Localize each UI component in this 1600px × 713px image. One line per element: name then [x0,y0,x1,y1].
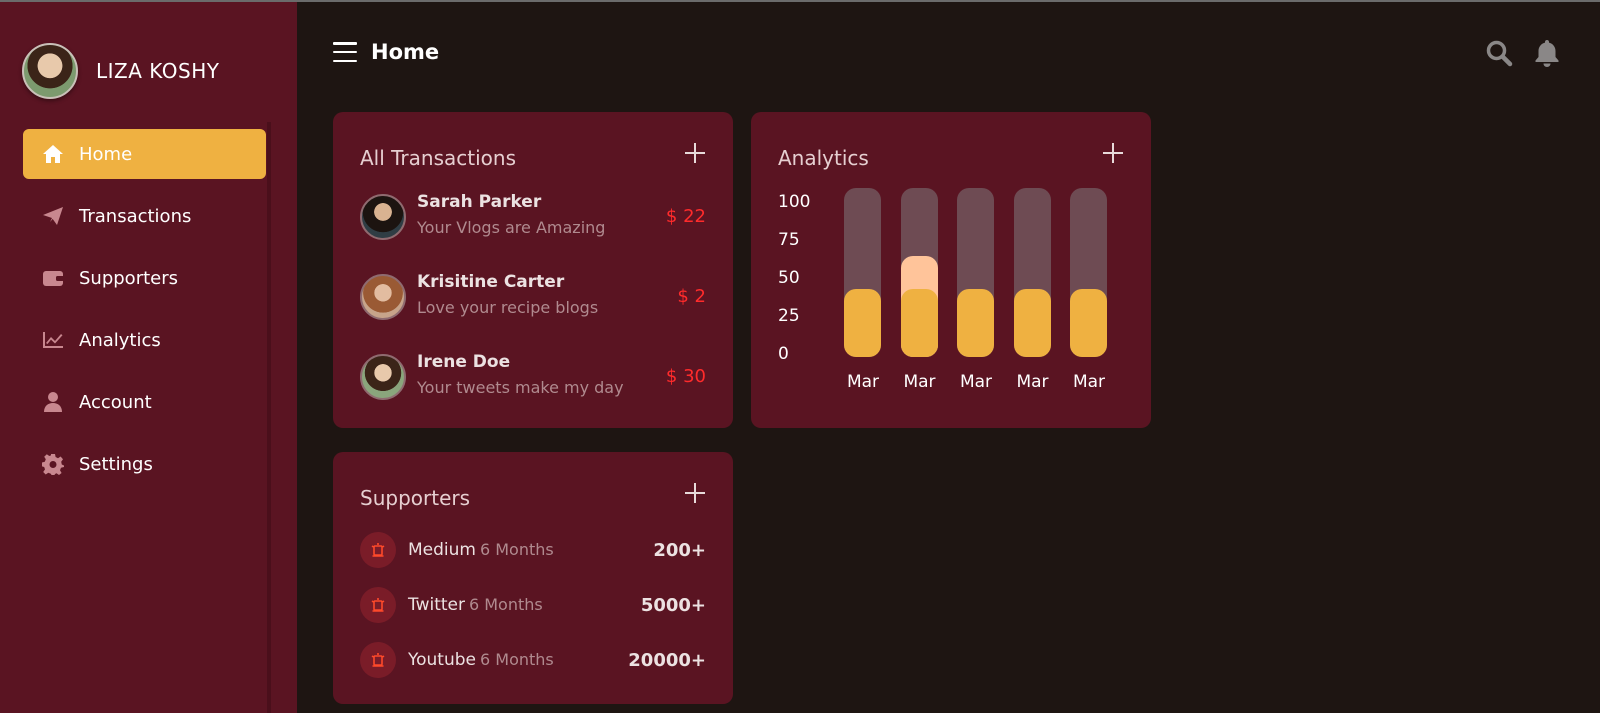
supporter-platform: Twitter 6 Months [408,595,543,615]
supporter-count: 5000+ [640,595,706,616]
transaction-message: Your tweets make my day [417,378,624,397]
sidebar-item-account[interactable]: Account [23,377,266,427]
user-icon [41,390,65,414]
y-tick-label: 0 [778,344,789,364]
sidebar-item-settings[interactable]: Settings [23,439,266,489]
paper-plane-icon [41,204,65,228]
analytics-card: Analytics 100 75 50 25 0 Mar Mar Mar Mar Mar [751,112,1151,428]
y-tick-label: 25 [778,306,800,326]
transaction-message: Your Vlogs are Amazing [417,218,606,237]
sidebar-item-label: Transactions [79,205,192,227]
search-icon[interactable] [1484,38,1514,68]
wallet-icon [41,266,65,290]
sidebar-item-label: Supporters [79,267,179,289]
home-icon [41,142,65,166]
avatar[interactable] [22,43,78,99]
list-item[interactable]: Irene Doe Your tweets make my day $ 30 [360,352,706,402]
x-tick-label: Mar [1016,372,1049,392]
add-supporter-button[interactable] [684,482,706,504]
list-item[interactable]: Youtube 6 Months 20000+ [360,642,706,682]
y-tick-label: 100 [778,192,811,212]
transaction-name: Krisitine Carter [417,272,565,292]
page-header: Home [333,40,439,64]
analytics-title: Analytics [778,146,869,170]
add-transaction-button[interactable] [684,142,706,164]
bar[interactable] [900,289,938,357]
x-tick-label: Mar [959,372,993,392]
y-tick-label: 75 [778,230,800,250]
supporter-count: 200+ [653,540,706,561]
page-title: Home [371,40,440,64]
alarm-icon [360,642,396,678]
transaction-name: Irene Doe [417,352,511,372]
transaction-amount: $ 22 [665,206,706,227]
x-tick-label: Mar [846,372,880,392]
supporter-count: 20000+ [628,650,706,671]
top-border [0,0,1600,2]
sidebar-item-label: Account [79,391,152,413]
transaction-amount: $ 2 [677,286,706,307]
alarm-icon [360,532,396,568]
avatar [360,354,406,400]
transaction-name: Sarah Parker [417,192,542,212]
supporter-platform: Medium 6 Months [408,540,554,560]
menu-icon[interactable] [333,42,357,62]
user-profile[interactable]: LIZA KOSHY [22,43,220,99]
avatar [360,194,406,240]
sidebar-item-label: Home [79,143,133,165]
list-item[interactable]: Medium 6 Months 200+ [360,532,706,572]
x-tick-label: Mar [1072,372,1106,392]
sidebar-nav: Home Transactions Supporters Analytics A… [23,129,266,501]
gear-icon [41,452,65,476]
chart-line-icon [41,328,65,352]
avatar [360,274,406,320]
transaction-amount: $ 30 [665,366,706,387]
sidebar-item-home[interactable]: Home [23,129,266,179]
bar[interactable] [1070,289,1107,357]
supporters-card: Supporters Medium 6 Months 200+ Twitter 6 … [333,452,733,704]
transactions-title: All Transactions [360,146,516,170]
bell-icon[interactable] [1532,38,1562,68]
supporter-platform: Youtube 6 Months [408,650,554,670]
bar[interactable] [844,289,881,357]
sidebar-item-supporters[interactable]: Supporters [23,253,266,303]
add-analytics-button[interactable] [1102,142,1124,164]
sidebar-item-label: Settings [79,453,153,475]
sidebar: LIZA KOSHY Home Transactions Supporters … [0,2,297,713]
transactions-card: All Transactions Sarah Parker Your Vlogs… [333,112,733,428]
user-name: LIZA KOSHY [96,59,220,83]
bar[interactable] [1013,289,1051,357]
sidebar-divider [267,122,271,713]
list-item[interactable]: Sarah Parker Your Vlogs are Amazing $ 22 [360,192,706,242]
header-actions [1466,38,1562,68]
x-tick-label: Mar [903,372,936,392]
sidebar-item-transactions[interactable]: Transactions [23,191,266,241]
supporters-title: Supporters [360,486,471,510]
alarm-icon [360,587,396,623]
sidebar-item-analytics[interactable]: Analytics [23,315,266,365]
list-item[interactable]: Twitter 6 Months 5000+ [360,587,706,627]
y-tick-label: 50 [778,268,800,288]
sidebar-item-label: Analytics [79,329,161,351]
list-item[interactable]: Krisitine Carter Love your recipe blogs … [360,272,706,322]
bar[interactable] [957,289,994,357]
transaction-message: Love your recipe blogs [417,298,599,317]
